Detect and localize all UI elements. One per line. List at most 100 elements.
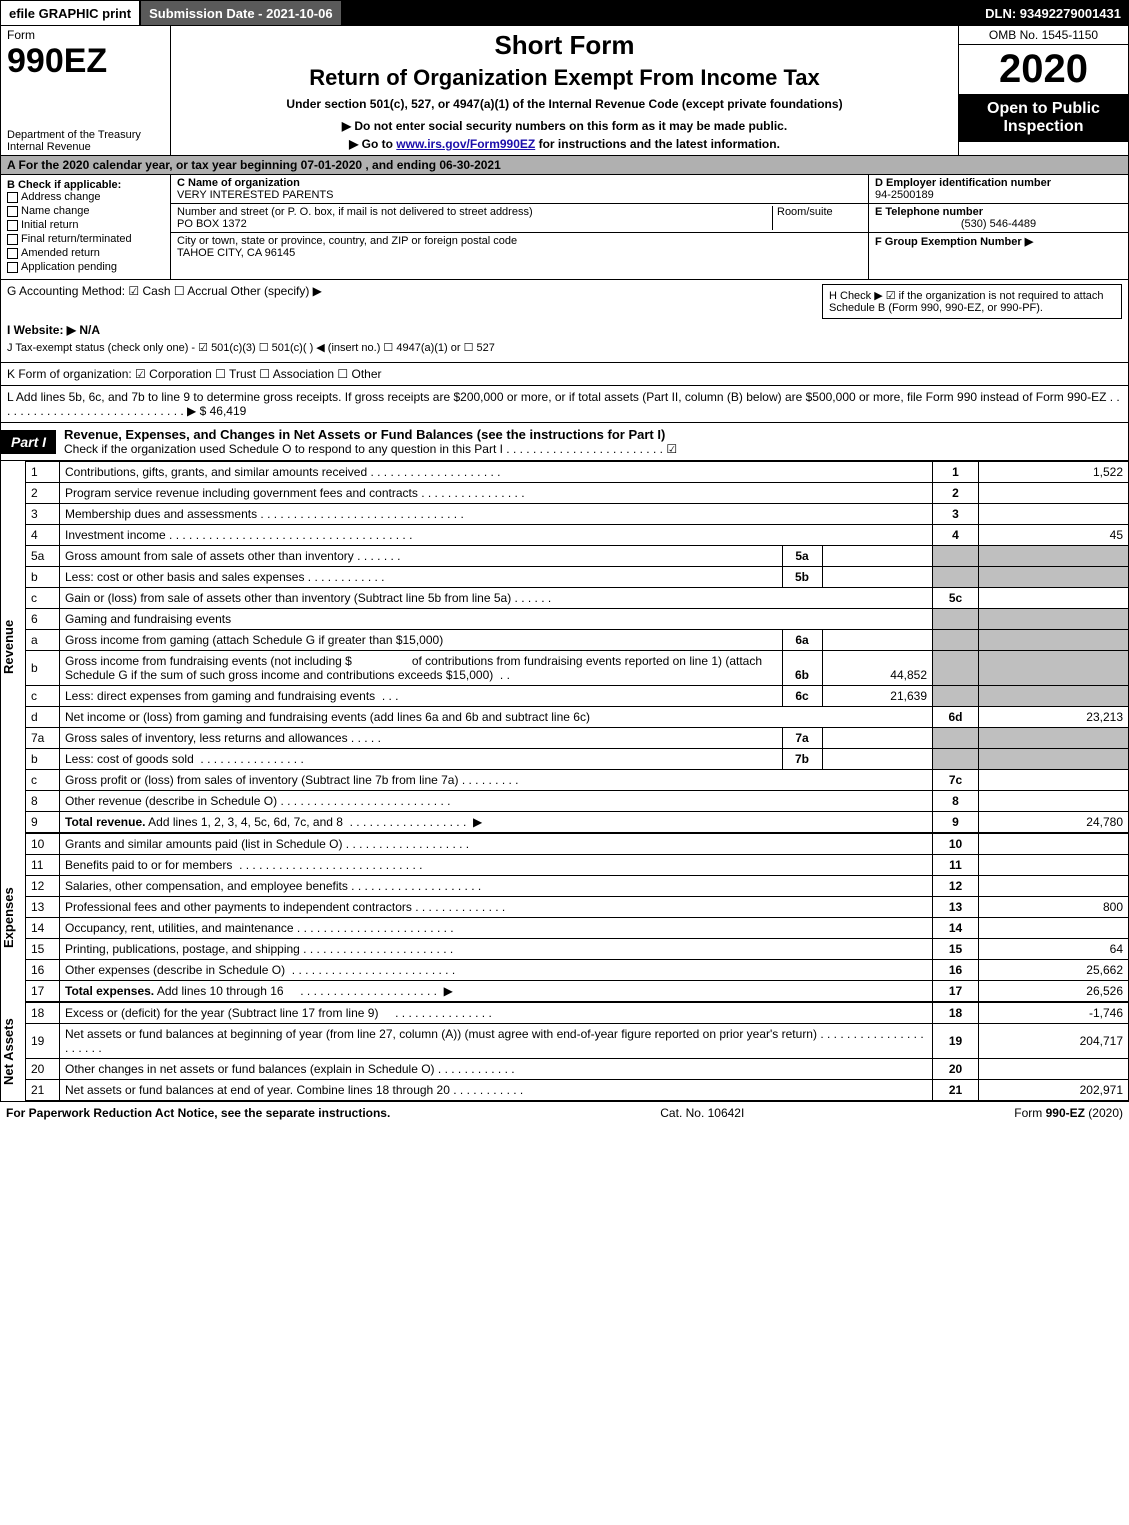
group-exemption-cell: F Group Exemption Number ▶ xyxy=(869,233,1128,250)
side-label-revenue: Revenue xyxy=(1,461,25,833)
line-5a: 5a Gross amount from sale of assets othe… xyxy=(26,546,1129,567)
line-18: 18Excess or (deficit) for the year (Subt… xyxy=(26,1003,1129,1024)
cb-address-change[interactable]: Address change xyxy=(7,191,164,203)
footer-center: Cat. No. 10642I xyxy=(660,1106,744,1120)
line-7c: cGross profit or (loss) from sales of in… xyxy=(26,770,1129,791)
line-7a: 7a Gross sales of inventory, less return… xyxy=(26,728,1129,749)
header-left: Form 990EZ Department of the Treasury In… xyxy=(1,26,171,155)
cb-application-pending[interactable]: Application pending xyxy=(7,261,164,273)
line-6b: b Gross income from fundraising events (… xyxy=(26,651,1129,686)
part-1-title: Revenue, Expenses, and Changes in Net As… xyxy=(56,423,1128,460)
col-b-check-applicable: B Check if applicable: Address change Na… xyxy=(1,175,171,279)
line-7b: b Less: cost of goods sold . . . . . . .… xyxy=(26,749,1129,770)
ssn-caution: ▶ Do not enter social security numbers o… xyxy=(179,119,950,133)
side-label-expenses: Expenses xyxy=(1,833,25,1002)
form-header: Form 990EZ Department of the Treasury In… xyxy=(0,26,1129,156)
under-section-text: Under section 501(c), 527, or 4947(a)(1)… xyxy=(179,97,950,111)
col-d-e-f: D Employer identification number 94-2500… xyxy=(868,175,1128,279)
topbar-spacer xyxy=(342,0,978,26)
line-8: 8Other revenue (describe in Schedule O) … xyxy=(26,791,1129,812)
ein-cell: D Employer identification number 94-2500… xyxy=(869,175,1128,204)
entity-block: B Check if applicable: Address change Na… xyxy=(0,175,1129,280)
dept-line1: Department of the Treasury xyxy=(7,129,141,141)
org-name-cell: C Name of organization VERY INTERESTED P… xyxy=(171,175,868,204)
row-h-schedule-b: H Check ▶ ☑ if the organization is not r… xyxy=(822,284,1122,319)
revenue-table: 1Contributions, gifts, grants, and simil… xyxy=(25,461,1129,833)
dln-label: DLN: 93492279001431 xyxy=(977,0,1129,26)
part-1-header: Part I Revenue, Expenses, and Changes in… xyxy=(0,423,1129,461)
form-990ez-label: 990EZ xyxy=(7,42,107,80)
form-number: Form 990EZ xyxy=(7,28,164,81)
line-6d: dNet income or (loss) from gaming and fu… xyxy=(26,707,1129,728)
city-value: TAHOE CITY, CA 96145 xyxy=(177,247,295,259)
line-11: 11Benefits paid to or for members . . . … xyxy=(26,855,1129,876)
expenses-section: Expenses 10Grants and similar amounts pa… xyxy=(0,833,1129,1002)
department-label: Department of the Treasury Internal Reve… xyxy=(7,129,164,153)
line-21: 21Net assets or fund balances at end of … xyxy=(26,1080,1129,1101)
line-12: 12Salaries, other compensation, and empl… xyxy=(26,876,1129,897)
tax-year: 2020 xyxy=(959,45,1128,94)
expenses-table: 10Grants and similar amounts paid (list … xyxy=(25,833,1129,1002)
tel-value: (530) 546-4489 xyxy=(875,218,1122,230)
line-6a: a Gross income from gaming (attach Sched… xyxy=(26,630,1129,651)
line-17: 17Total expenses. Add lines 10 through 1… xyxy=(26,981,1129,1002)
org-name-value: VERY INTERESTED PARENTS xyxy=(177,189,333,201)
goto-post: for instructions and the latest informat… xyxy=(535,137,780,151)
row-j-tax-exempt: J Tax-exempt status (check only one) - ☑… xyxy=(7,341,1122,354)
line-16: 16Other expenses (describe in Schedule O… xyxy=(26,960,1129,981)
cb-name-change[interactable]: Name change xyxy=(7,205,164,217)
cb-final-return[interactable]: Final return/terminated xyxy=(7,233,164,245)
line-19: 19Net assets or fund balances at beginni… xyxy=(26,1024,1129,1059)
line-5c: cGain or (loss) from sale of assets othe… xyxy=(26,588,1129,609)
ein-label: D Employer identification number xyxy=(875,177,1051,189)
city-label: City or town, state or province, country… xyxy=(177,235,517,247)
street-value: PO BOX 1372 xyxy=(177,218,247,230)
group-exemption-label: F Group Exemption Number ▶ xyxy=(875,236,1033,248)
top-bar: efile GRAPHIC print Submission Date - 20… xyxy=(0,0,1129,26)
ein-value: 94-2500189 xyxy=(875,189,934,201)
net-assets-section: Net Assets 18Excess or (deficit) for the… xyxy=(0,1002,1129,1101)
side-label-net-assets: Net Assets xyxy=(1,1002,25,1101)
cb-amended-return[interactable]: Amended return xyxy=(7,247,164,259)
goto-pre: ▶ Go to xyxy=(349,137,396,151)
goto-line: ▶ Go to www.irs.gov/Form990EZ for instru… xyxy=(179,137,950,151)
main-title: Return of Organization Exempt From Incom… xyxy=(179,65,950,91)
misc-rows: G Accounting Method: ☑ Cash ☐ Accrual Ot… xyxy=(0,280,1129,363)
row-i-website: I Website: ▶ N/A xyxy=(7,323,1122,337)
line-5b: b Less: cost or other basis and sales ex… xyxy=(26,567,1129,588)
row-a-tax-year: A For the 2020 calendar year, or tax yea… xyxy=(0,156,1129,175)
open-to-public-label: Open to Public Inspection xyxy=(959,94,1128,142)
row-g-accounting: G Accounting Method: ☑ Cash ☐ Accrual Ot… xyxy=(7,284,322,298)
line-2: 2Program service revenue including gover… xyxy=(26,483,1129,504)
irs-link[interactable]: www.irs.gov/Form990EZ xyxy=(396,137,535,151)
line-6: 6Gaming and fundraising events xyxy=(26,609,1129,630)
row-l: L Add lines 5b, 6c, and 7b to line 9 to … xyxy=(0,386,1129,423)
row-g-h: G Accounting Method: ☑ Cash ☐ Accrual Ot… xyxy=(7,284,1122,319)
dept-line2: Internal Revenue xyxy=(7,141,91,153)
line-9: 9Total revenue. Total revenue. Add lines… xyxy=(26,812,1129,833)
room-suite-label: Room/suite xyxy=(777,206,833,218)
efile-print-label[interactable]: efile GRAPHIC print xyxy=(0,0,140,26)
cb-initial-return[interactable]: Initial return xyxy=(7,219,164,231)
line-10: 10Grants and similar amounts paid (list … xyxy=(26,834,1129,855)
line-4: 4Investment income . . . . . . . . . . .… xyxy=(26,525,1129,546)
line-3: 3Membership dues and assessments . . . .… xyxy=(26,504,1129,525)
col-b-title: B Check if applicable: xyxy=(7,179,164,191)
part-1-sub: Check if the organization used Schedule … xyxy=(64,442,1120,456)
footer-right: Form 990-EZ (2020) xyxy=(1014,1106,1123,1120)
line-15: 15Printing, publications, postage, and s… xyxy=(26,939,1129,960)
page-footer: For Paperwork Reduction Act Notice, see … xyxy=(0,1101,1129,1124)
city-cell: City or town, state or province, country… xyxy=(171,233,868,261)
short-form-title: Short Form xyxy=(179,30,950,61)
omb-number: OMB No. 1545-1150 xyxy=(959,26,1128,45)
revenue-section: Revenue 1Contributions, gifts, grants, a… xyxy=(0,461,1129,833)
tel-label: E Telephone number xyxy=(875,206,983,218)
line-1: 1Contributions, gifts, grants, and simil… xyxy=(26,462,1129,483)
line-13: 13Professional fees and other payments t… xyxy=(26,897,1129,918)
row-k: K Form of organization: ☑ Corporation ☐ … xyxy=(0,363,1129,386)
net-assets-table: 18Excess or (deficit) for the year (Subt… xyxy=(25,1002,1129,1101)
part-1-tab: Part I xyxy=(1,430,56,454)
footer-left: For Paperwork Reduction Act Notice, see … xyxy=(6,1106,390,1120)
col-c: C Name of organization VERY INTERESTED P… xyxy=(171,175,868,279)
header-right: OMB No. 1545-1150 2020 Open to Public In… xyxy=(958,26,1128,155)
